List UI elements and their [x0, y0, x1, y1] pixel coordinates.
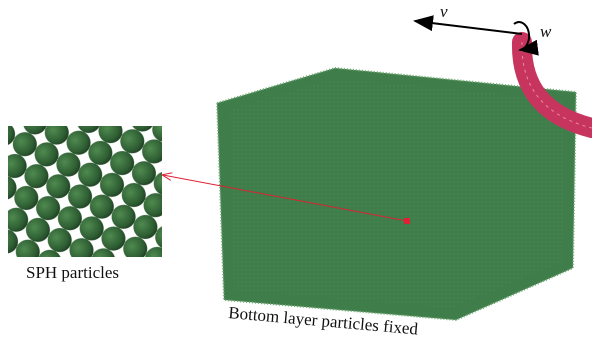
angular-velocity-label: w — [540, 22, 552, 41]
pointer-origin — [404, 218, 410, 224]
velocity-label: v — [440, 2, 448, 21]
diagram: v w SPH particles Bottom layer particles… — [0, 0, 592, 344]
particle-block-texture — [230, 78, 565, 308]
inset-image — [8, 126, 162, 257]
velocity-arrow — [415, 21, 522, 34]
inset-label: SPH particles — [26, 263, 119, 282]
